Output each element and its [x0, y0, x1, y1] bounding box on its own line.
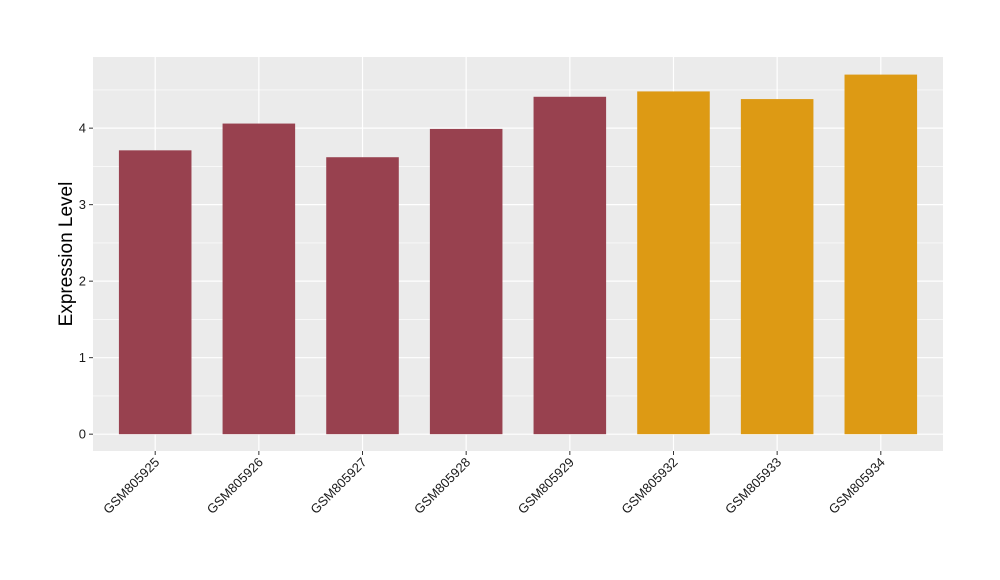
bar-GSM805925 [118, 150, 192, 435]
bar-GSM805926 [222, 123, 296, 435]
x-tick-label: GSM805929 [515, 455, 577, 517]
bar-GSM805929 [533, 96, 607, 435]
panel-background [93, 57, 943, 451]
x-tick-label: GSM805927 [307, 455, 369, 517]
y-axis-title: Expression Level [56, 182, 77, 327]
y-tick-label: 0 [79, 427, 86, 442]
bar-GSM805927 [326, 157, 399, 435]
bars [118, 74, 918, 435]
bar-GSM805928 [429, 128, 503, 435]
x-tick-label: GSM805933 [722, 455, 784, 517]
y-tick-label: 4 [79, 121, 86, 136]
x-tick-label: GSM805926 [204, 455, 266, 517]
x-tick-label: GSM805925 [100, 455, 162, 517]
x-tick-label: GSM805934 [826, 455, 888, 517]
y-tick-label: 3 [79, 197, 86, 212]
bar-GSM805934 [844, 74, 918, 435]
x-tick-label: GSM805932 [618, 455, 680, 517]
y-tick-label: 1 [79, 350, 86, 365]
x-axis: GSM805925 GSM805926 GSM805927 GSM805928 GSM8… [100, 451, 888, 517]
bar-GSM805932 [637, 91, 710, 435]
bar-GSM805933 [740, 99, 814, 435]
x-tick-label: GSM805928 [411, 455, 473, 517]
y-tick-label: 2 [79, 274, 86, 289]
y-axis: 0 1 2 3 4 [79, 121, 93, 442]
